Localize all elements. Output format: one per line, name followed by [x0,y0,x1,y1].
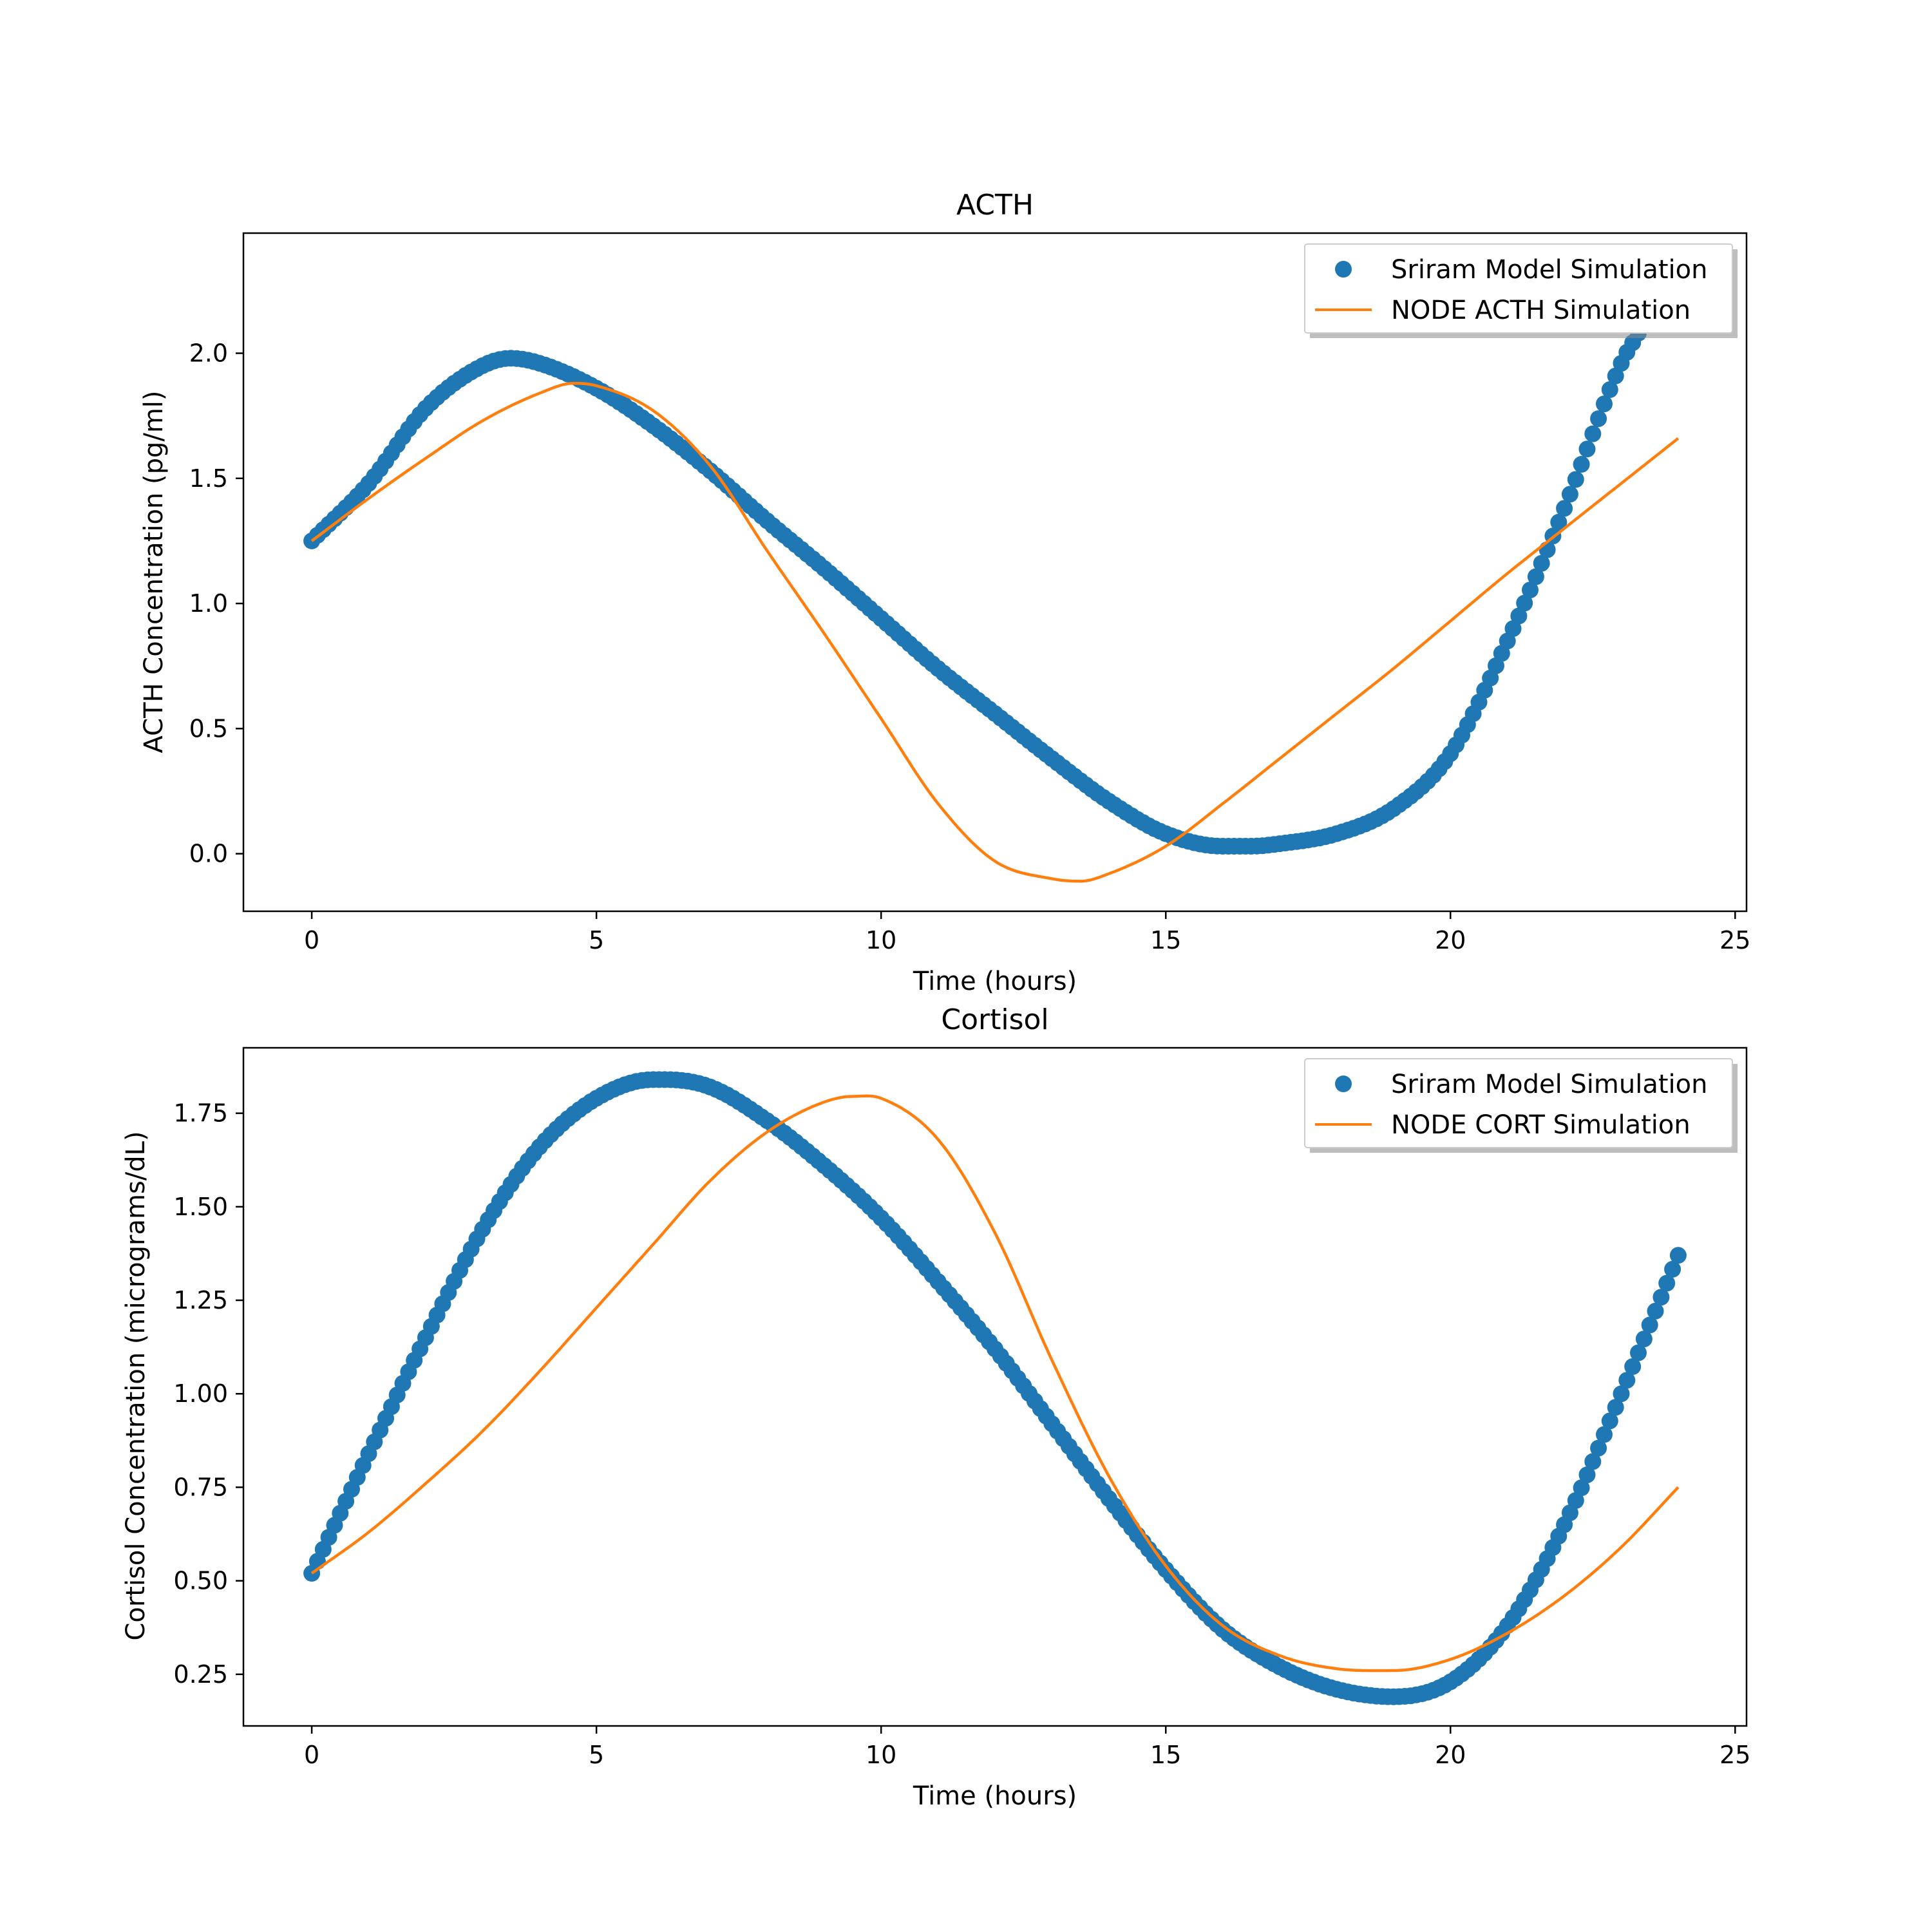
axes-frame [242,232,1748,913]
sriram-data-point [1584,425,1602,442]
sriram-data-point [1601,381,1618,398]
sriram-data-point [1567,1492,1584,1509]
y-tick-label: 1.5 [189,464,228,493]
sriram-data-point [1584,1453,1602,1470]
y-tick-label: 1.75 [173,1099,228,1128]
x-axis-label: Time (hours) [913,1781,1077,1811]
legend-marker-sriram [1335,261,1352,278]
y-tick-label: 0.50 [173,1567,228,1595]
sriram-data-point [1561,486,1578,503]
y-tick-label: 2.0 [189,339,228,368]
cortisol-plot-area [303,1071,1687,1705]
sriram-data-point [1567,471,1584,488]
legend[interactable]: Sriram Model Simulation NODE CORT Simula… [1304,1058,1738,1153]
sriram-data-point [1533,554,1550,572]
sriram-data-point [1590,410,1607,428]
legend[interactable]: Sriram Model Simulation NODE ACTH Simula… [1304,243,1738,338]
legend-label-sriram: Sriram Model Simulation [1391,1070,1707,1099]
sriram-data-point [1550,513,1567,531]
acth-plot-area [303,325,1680,883]
sriram-data-point [1601,1412,1618,1430]
x-tick-label: 10 [866,1741,896,1769]
acth-panel: ACTH 0 5 10 15 20 25 0.0 0.5 1.0 1.5 2.0 Time (hou… [139,189,1750,996]
y-tick-label: 1.00 [173,1379,228,1408]
node-simulation-line [310,1094,1680,1672]
y-axis-label: Cortisol Concentration (micrograms/dL) [121,1131,151,1640]
sriram-data-point [1590,1439,1607,1457]
cortisol-ticks: 0 5 10 15 20 25 0.25 0.50 0.75 1.00 1.25 1.50 1.75 [173,1099,1750,1769]
chart-title: ACTH [956,189,1034,222]
legend-label-node: NODE ACTH Simulation [1391,296,1690,325]
sriram-data-point [1504,620,1522,638]
sriram-data-point [1669,1247,1687,1264]
sriram-data-point [1522,582,1539,599]
sriram-data-point [1647,1302,1664,1320]
sriram-data-point [1624,1358,1642,1375]
sriram-data-point [1607,367,1624,384]
sriram-data-point [1618,1372,1636,1389]
sriram-data-point [1653,1289,1670,1306]
y-tick-label: 1.25 [173,1286,228,1314]
legend-box [1304,243,1733,334]
x-tick-label: 20 [1435,1741,1466,1769]
y-tick-label: 0.25 [173,1660,228,1689]
x-tick-label: 0 [304,926,319,954]
node-simulation-line [310,381,1680,883]
sriram-data-point [1664,1260,1681,1278]
chart-title: Cortisol [941,1003,1048,1036]
y-tick-label: 1.50 [173,1193,228,1221]
sriram-data-point [1510,607,1528,625]
sriram-data-point [1658,1274,1676,1292]
x-axis-label: Time (hours) [913,967,1077,996]
sriram-data-point [1573,1479,1590,1497]
y-tick-label: 0.5 [189,714,228,743]
sriram-data-point [1641,1316,1658,1334]
sriram-data-point [1516,594,1533,612]
sriram-data-point [1613,1385,1630,1403]
sriram-data-point [1578,1466,1596,1484]
y-tick-label: 1.0 [189,589,228,618]
acth-ticks: 0 5 10 15 20 25 0.0 0.5 1.0 1.5 2.0 [189,339,1751,954]
x-tick-label: 20 [1435,926,1466,954]
sriram-data-point [1635,1331,1653,1348]
x-tick-label: 5 [589,926,604,954]
x-tick-label: 25 [1719,1741,1750,1769]
y-tick-label: 0.0 [189,840,228,868]
x-tick-label: 25 [1719,926,1750,954]
x-tick-label: 0 [304,1741,319,1769]
y-axis-label: ACTH Concentration (pg/ml) [139,390,169,753]
legend-label-node: NODE CORT Simulation [1391,1110,1690,1140]
legend-box [1304,1058,1733,1148]
x-tick-label: 15 [1150,926,1181,954]
x-tick-label: 15 [1150,1741,1181,1769]
x-tick-label: 5 [589,1741,604,1769]
cortisol-series-group [303,1071,1687,1705]
legend-label-sriram: Sriram Model Simulation [1391,255,1707,285]
x-tick-label: 10 [866,926,896,954]
legend-marker-sriram [1335,1075,1352,1092]
sriram-data-point [1499,632,1516,650]
y-tick-label: 0.75 [173,1473,228,1501]
sriram-data-point [1607,1399,1624,1416]
sriram-data-point [1596,395,1613,413]
sriram-data-point [1596,1426,1613,1443]
sriram-data-point [1578,440,1596,458]
acth-series-group [303,325,1680,883]
cortisol-panel: Cortisol 0 5 10 15 20 25 0.25 0.50 0.75 1.00 1.25 1… [121,1003,1750,1811]
sriram-data-point [1556,500,1573,517]
sriram-data-point [1630,1344,1647,1361]
sriram-data-point [1527,568,1544,585]
sriram-data-point [1573,456,1590,473]
axes-frame [242,1046,1748,1727]
